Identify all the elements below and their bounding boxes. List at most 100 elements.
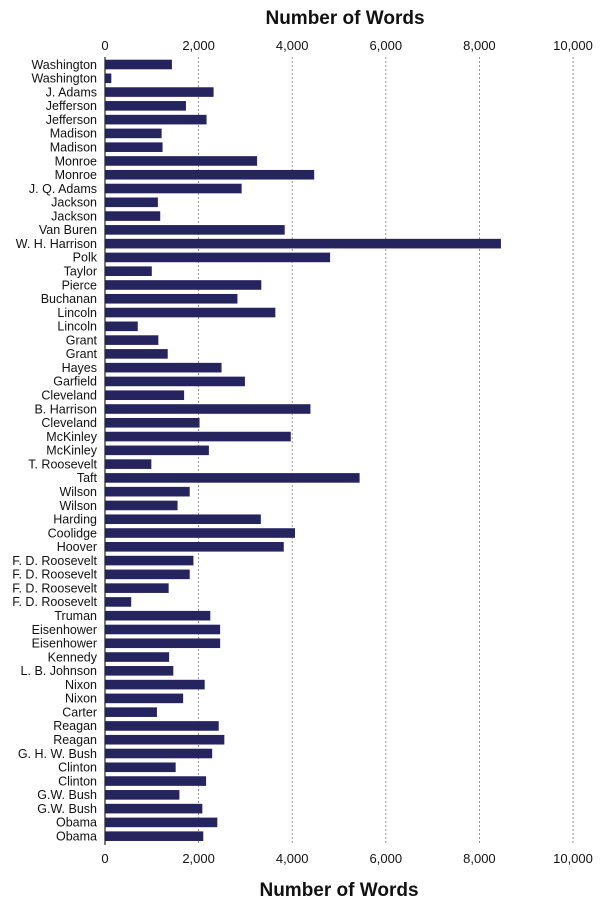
category-label-35: Hoover — [57, 540, 97, 554]
category-label-11: Jackson — [51, 209, 97, 223]
bar-29 — [105, 459, 152, 469]
category-label-50: G. H. W. Bush — [18, 747, 97, 761]
category-label-14: Polk — [73, 251, 98, 265]
bar-38 — [105, 583, 169, 593]
category-label-42: Eisenhower — [32, 637, 97, 651]
bar-8 — [105, 169, 315, 180]
top-tick-labels: 0 2,000 4,000 6,000 8,000 10,000 — [101, 38, 593, 53]
bar-40 — [105, 610, 211, 621]
bar-18 — [105, 307, 276, 318]
bottom-tick-label-4: 8,000 — [463, 851, 496, 866]
bar-28 — [105, 445, 209, 456]
bar-37 — [105, 569, 190, 580]
bar-39 — [105, 597, 132, 607]
bar-44 — [105, 666, 174, 676]
category-label-33: Harding — [53, 513, 97, 527]
bottom-tick-labels: 0 2,000 4,000 6,000 8,000 10,000 — [101, 851, 593, 866]
category-label-17: Buchanan — [41, 292, 97, 306]
category-label-9: J. Q. Adams — [29, 182, 97, 196]
bar-16 — [105, 280, 262, 290]
category-label-3: Jefferson — [46, 99, 97, 113]
bar-22 — [105, 362, 222, 373]
category-label-46: Nixon — [65, 692, 97, 706]
bottom-tick-label-3: 6,000 — [370, 851, 403, 866]
category-label-32: Wilson — [59, 499, 97, 513]
category-label-49: Reagan — [53, 733, 97, 747]
category-label-47: Carter — [62, 705, 97, 719]
category-label-25: B. Harrison — [34, 402, 97, 416]
category-label-54: G.W. Bush — [37, 802, 97, 816]
bar-41 — [105, 624, 221, 635]
bottom-tick-label-0: 0 — [101, 851, 108, 866]
category-label-51: Clinton — [58, 761, 97, 775]
category-label-19: Lincoln — [57, 320, 97, 334]
bar-50 — [105, 748, 213, 759]
bar-11 — [105, 211, 161, 221]
bar-55 — [105, 817, 218, 828]
bar-10 — [105, 197, 158, 208]
top-tick-label-0: 0 — [101, 38, 108, 53]
bar-42 — [105, 638, 221, 649]
bar-9 — [105, 183, 242, 194]
bar-19 — [105, 321, 138, 332]
bar-32 — [105, 500, 178, 511]
bar-33 — [105, 514, 261, 525]
category-label-38: F. D. Roosevelt — [12, 581, 97, 595]
category-label-20: Grant — [66, 333, 98, 347]
chart-title-top: Number of Words — [265, 8, 424, 29]
top-tick-label-1: 2,000 — [182, 38, 215, 53]
bar-34 — [105, 528, 296, 538]
category-label-29: T. Roosevelt — [28, 457, 97, 471]
category-label-34: Coolidge — [48, 526, 97, 540]
bar-14 — [105, 252, 331, 263]
bar-15 — [105, 266, 152, 276]
category-label-39: F. D. Roosevelt — [12, 595, 97, 609]
top-tick-label-2: 4,000 — [276, 38, 309, 53]
bottom-tick-label-1: 2,000 — [182, 851, 215, 866]
category-label-36: F. D. Roosevelt — [12, 554, 97, 568]
bottom-tick-label-2: 4,000 — [276, 851, 309, 866]
bar-47 — [105, 707, 157, 717]
top-tick-label-3: 6,000 — [370, 38, 403, 53]
category-label-26: Cleveland — [41, 416, 97, 430]
bar-3 — [105, 101, 186, 111]
bar-48 — [105, 721, 219, 731]
category-label-13: W. H. Harrison — [16, 237, 97, 251]
category-label-2: J. Adams — [46, 85, 97, 99]
category-label-55: Obama — [56, 816, 97, 830]
bottom-tick-label-5: 10,000 — [553, 851, 593, 866]
bar-56 — [105, 831, 204, 841]
category-label-28: McKinley — [46, 444, 97, 458]
bar-6 — [105, 142, 163, 152]
category-label-15: Taylor — [64, 265, 97, 279]
category-label-40: Truman — [54, 609, 97, 623]
bar-24 — [105, 390, 185, 401]
category-label-0: Washington — [31, 58, 97, 72]
category-label-4: Jefferson — [46, 113, 97, 127]
category-label-21: Grant — [66, 347, 98, 361]
category-label-5: Madison — [50, 127, 97, 141]
bar-35 — [105, 542, 284, 552]
bar-46 — [105, 693, 184, 704]
category-label-6: Madison — [50, 140, 97, 154]
category-label-30: Taft — [77, 471, 98, 485]
category-label-52: Clinton — [58, 774, 97, 788]
category-label-16: Pierce — [62, 278, 97, 292]
bar-53 — [105, 790, 180, 800]
category-label-45: Nixon — [65, 678, 97, 692]
bar-13 — [105, 238, 501, 249]
bar-25 — [105, 404, 311, 414]
category-label-12: Van Buren — [39, 223, 97, 237]
top-tick-label-4: 8,000 — [463, 38, 496, 53]
bar-2 — [105, 87, 214, 97]
bar-0 — [105, 59, 172, 70]
bar-26 — [105, 417, 200, 428]
bar-27 — [105, 431, 291, 442]
bar-45 — [105, 679, 205, 690]
bar-1 — [105, 73, 112, 84]
category-label-31: Wilson — [59, 485, 97, 499]
bar-52 — [105, 776, 207, 786]
bar-21 — [105, 349, 168, 359]
